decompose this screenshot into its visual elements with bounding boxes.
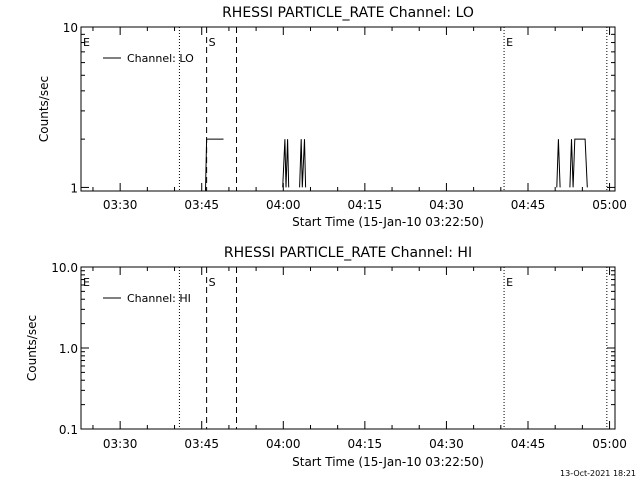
series-line-lo — [569, 138, 588, 188]
x-tick-label: 03:45 — [184, 198, 219, 212]
series-line-lo — [282, 139, 290, 188]
x-tick-label: 04:45 — [511, 437, 546, 451]
legend-label: Channel: LO — [127, 52, 194, 65]
y-tick-label: 1 — [70, 181, 78, 195]
x-tick-label: 03:30 — [103, 437, 138, 451]
x-tick-label: 04:00 — [266, 198, 301, 212]
series-line-lo — [299, 139, 307, 188]
plot-frame — [80, 26, 616, 192]
y-tick-label: 10.0 — [51, 261, 78, 275]
marker-label: E — [506, 276, 513, 289]
x-tick-label: 04:15 — [348, 198, 383, 212]
y-tick-label: 10 — [63, 21, 78, 35]
x-axis-label: Start Time (15-Jan-10 03:22:50) — [292, 215, 484, 229]
plot-timestamp: 13-Oct-2021 18:21 — [560, 469, 636, 478]
chart-title: RHESSI PARTICLE_RATE Channel: HI — [224, 245, 472, 261]
x-tick-label: 05:00 — [592, 198, 627, 212]
x-tick-label: 04:45 — [511, 198, 546, 212]
y-tick-label: 1.0 — [59, 342, 78, 356]
marker-label: E — [83, 276, 90, 289]
series-line-lo — [556, 139, 561, 188]
legend-label: Channel: HI — [127, 292, 191, 305]
x-tick-label: 04:30 — [429, 437, 464, 451]
marker-label: E — [506, 36, 513, 49]
y-axis-label: Counts/sec — [25, 315, 39, 381]
x-tick-label: 04:00 — [266, 437, 301, 451]
chart-title: RHESSI PARTICLE_RATE Channel: LO — [222, 5, 474, 21]
x-tick-label: 03:30 — [103, 198, 138, 212]
series-line-lo — [205, 138, 224, 191]
y-tick-label: 0.1 — [59, 423, 78, 437]
x-axis-label: Start Time (15-Jan-10 03:22:50) — [292, 455, 484, 469]
y-axis-label: Counts/sec — [37, 76, 51, 142]
marker-label: E — [83, 36, 90, 49]
marker-label: S — [209, 276, 216, 289]
x-tick-label: 05:00 — [592, 437, 627, 451]
x-tick-label: 03:45 — [184, 437, 219, 451]
x-tick-label: 04:30 — [429, 198, 464, 212]
marker-label: S — [209, 36, 216, 49]
x-tick-label: 04:15 — [348, 437, 383, 451]
